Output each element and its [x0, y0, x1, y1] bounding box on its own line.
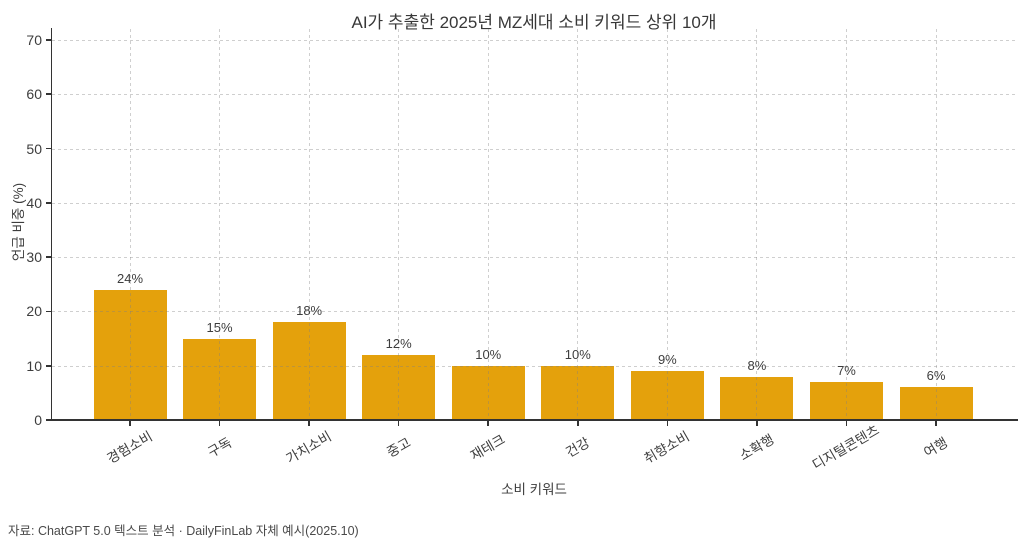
x-axis-label: 소비 키워드	[501, 482, 567, 497]
gridline-vertical	[129, 29, 131, 419]
x-tick-label-text: 취향소비	[641, 428, 693, 467]
bar	[899, 387, 973, 420]
bar	[720, 376, 794, 420]
gridline-vertical	[219, 29, 221, 419]
bar	[809, 382, 883, 420]
y-tick-label: 0	[34, 412, 42, 428]
bar-value-label: 6%	[926, 368, 946, 384]
x-axis-tick	[218, 421, 221, 426]
gridline-horizontal	[51, 148, 1017, 150]
bar-value-label: 24%	[116, 270, 144, 286]
gridline-vertical	[756, 29, 758, 419]
bar	[183, 338, 257, 420]
gridline-horizontal	[51, 40, 1017, 41]
gridline-horizontal	[51, 94, 1017, 96]
y-axis-tick	[45, 256, 51, 258]
gridline-horizontal	[51, 202, 1017, 204]
x-tick-label-text: 여행	[921, 434, 951, 461]
bar	[451, 365, 525, 420]
y-tick-label: 60	[26, 86, 42, 103]
x-tick-label-text: 소확행	[736, 431, 777, 464]
x-axis-tick	[577, 421, 579, 426]
gridline-vertical	[845, 29, 847, 419]
bar-value-label: 18%	[296, 303, 323, 319]
x-tick-label-text: 건강	[563, 434, 593, 461]
x-tick-label-text: 구독	[204, 434, 234, 461]
bar	[541, 365, 615, 420]
y-axis-tick	[45, 147, 51, 150]
gridline-vertical	[577, 29, 579, 419]
bar-value-label: 8%	[747, 357, 767, 373]
bar-value-label: 10%	[564, 346, 591, 362]
x-axis-tick	[666, 421, 669, 426]
y-axis-tick	[45, 419, 51, 421]
y-tick-label: 50	[26, 140, 42, 157]
gridline-vertical	[398, 29, 400, 419]
x-axis-tick	[935, 421, 937, 426]
chart-title: AI가 추출한 2025년 MZ세대 소비 키워드 상위 10개	[351, 13, 717, 32]
x-axis-tick	[487, 421, 490, 426]
y-axis-tick	[45, 310, 51, 313]
bar	[93, 289, 167, 420]
gridline-horizontal	[51, 257, 1017, 259]
x-tick-label-text: 경험소비	[104, 428, 156, 467]
x-axis-tick	[308, 421, 310, 426]
bar-value-label: 12%	[385, 335, 412, 351]
y-axis-spine	[50, 28, 53, 420]
y-axis-tick	[45, 364, 51, 367]
x-tick-label-text: 가치소비	[283, 428, 335, 467]
bar	[362, 354, 436, 420]
gridline-horizontal	[51, 311, 1017, 313]
x-axis-spine	[50, 418, 1018, 421]
y-tick-label: 10	[26, 357, 42, 374]
y-tick-label: 70	[26, 32, 42, 48]
x-axis-tick	[756, 421, 758, 426]
x-axis-tick	[129, 421, 131, 426]
x-axis-tick	[845, 421, 848, 426]
y-axis-tick	[45, 202, 51, 204]
x-tick-label-text: 재테크	[468, 431, 508, 464]
gridline-horizontal	[51, 365, 1017, 367]
x-tick-label-text: 디지털콘텐츠	[810, 422, 883, 473]
source-note: 자료: ChatGPT 5.0 텍스트 분석 · DailyFinLab 자체 …	[8, 524, 359, 538]
bar	[630, 371, 704, 420]
bar-value-label: 9%	[657, 352, 677, 368]
gridline-vertical	[308, 29, 310, 419]
y-tick-label: 30	[26, 249, 42, 266]
y-axis-tick	[45, 93, 51, 96]
y-axis-tick	[45, 39, 51, 41]
y-tick-label: 20	[26, 303, 42, 320]
x-tick-label-text: 중고	[383, 434, 413, 461]
bar-value-label: 15%	[206, 319, 233, 335]
gridline-vertical	[487, 29, 489, 419]
x-axis-tick	[397, 421, 400, 426]
bar-value-label: 10%	[475, 346, 502, 362]
gridline-vertical	[935, 29, 937, 419]
bar-value-label: 7%	[837, 363, 856, 378]
bar	[272, 322, 346, 420]
y-tick-label: 40	[26, 194, 42, 211]
gridline-vertical	[666, 29, 668, 419]
